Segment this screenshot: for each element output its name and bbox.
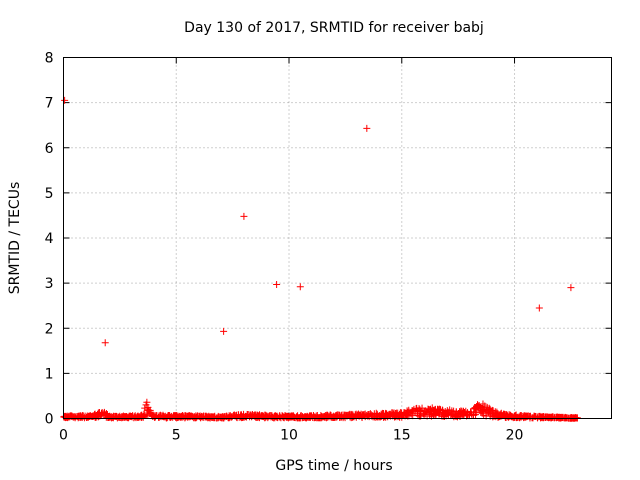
y-tick-label: 5 — [45, 186, 54, 202]
y-tick-label: 3 — [45, 276, 54, 292]
y-tick-labels: 0 1 2 3 4 5 6 7 8 — [45, 51, 54, 428]
baseline-point — [462, 407, 470, 415]
y-tick-label: 4 — [45, 231, 54, 247]
outlier-point — [220, 327, 228, 335]
baseline-point — [293, 413, 301, 421]
y-tick-label: 0 — [45, 412, 54, 428]
plot-frame — [63, 57, 612, 419]
x-tick-label: 10 — [280, 428, 298, 444]
chart-title: Day 130 of 2017, SRMTID for receiver bab… — [184, 20, 484, 36]
x-tick-labels: 0 5 10 15 20 — [59, 428, 523, 444]
baseline-point — [143, 398, 151, 406]
data-points — [60, 96, 581, 422]
outlier-point — [535, 304, 543, 312]
x-axis-label: GPS time / hours — [275, 458, 392, 474]
y-tick-label: 1 — [45, 366, 54, 382]
y-tick-label: 2 — [45, 321, 54, 337]
outlier-point — [363, 124, 371, 132]
grid-lines — [63, 57, 612, 419]
x-tick-label: 20 — [506, 428, 524, 444]
y-tick-label: 8 — [45, 51, 54, 67]
x-tick-label: 5 — [172, 428, 181, 444]
y-tick-label: 6 — [45, 141, 54, 157]
x-tick-label: 0 — [59, 428, 68, 444]
outlier-point — [61, 96, 69, 104]
baseline-point — [573, 414, 581, 422]
y-tick-label: 7 — [45, 96, 54, 112]
outlier-point — [296, 283, 304, 291]
outlier-point — [273, 280, 281, 288]
outlier-point — [567, 284, 575, 292]
outlier-point — [101, 339, 109, 347]
y-axis-label: SRMTID / TECUs — [7, 182, 23, 295]
outlier-point — [240, 212, 248, 220]
baseline-point — [407, 410, 415, 418]
x-tick-label: 15 — [393, 428, 411, 444]
